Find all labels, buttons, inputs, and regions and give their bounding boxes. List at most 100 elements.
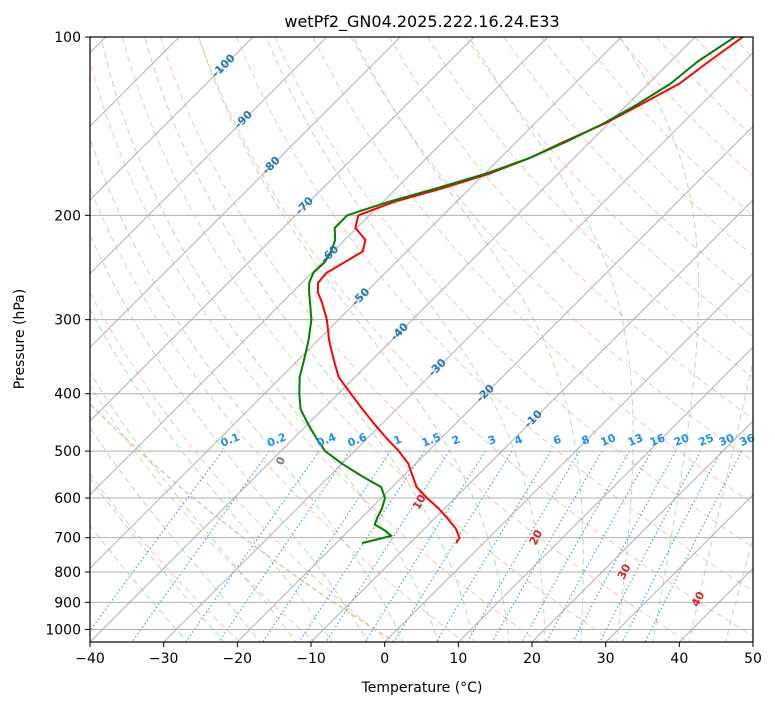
isotherm-line [678,567,753,642]
plot-frame [89,36,754,643]
moist-adiabat-label: 10 [410,492,429,512]
mixing-ratio-label: 10 [599,431,618,449]
isotherm-line [90,37,475,422]
dewpoint-profile-line [298,37,736,545]
mixing-ratio-label: 0.6 [346,430,369,449]
x-tick-label: 0 [380,651,389,667]
isotherm-line [752,641,753,642]
isotherm-line [90,37,402,349]
moist-adiabat-line [90,477,225,642]
isotherm-label: -10 [522,407,545,430]
mixing-ratio-label: 0.4 [315,430,338,449]
y-tick-label: 200 [54,208,81,224]
y-tick-label: 400 [54,387,81,403]
mixing-ratio-line [131,450,270,642]
axis-ticks: −40 −30 −20 −10 0 10 20 30 40 5010020030040050060… [45,30,762,667]
isotherm-line [531,420,753,642]
mixing-ratio-label: 3 [486,433,498,448]
y-tick-label: 700 [54,531,81,547]
mixing-ratio-line [599,450,701,642]
mixing-ratio-line [393,450,513,642]
mixing-ratio-line [262,450,392,642]
moist-adiabat-line [90,524,188,642]
mixing-ratio-label: 4 [513,433,525,448]
moist-adiabat-line [90,136,404,642]
mixing-ratio-line [364,450,486,642]
chart-title: wetPf2_GN04.2025.222.16.24.E33 [284,12,559,32]
dry-adiabat-line [90,59,540,642]
profile-lines [298,37,744,545]
mixing-ratio-line [621,450,722,642]
isotherm-line [90,37,254,201]
dry-adiabat-line [198,37,753,637]
mixing-ratio-label: 2 [450,433,462,448]
dry-adiabat-line [541,37,753,257]
y-tick-label: 300 [54,313,81,329]
mixing-ratio-label: 36 [738,431,757,449]
dry-adiabat-line [159,37,690,642]
mixing-ratio-line [466,450,580,642]
y-tick-label: 500 [54,444,81,460]
isotherm-line [90,37,549,496]
mixing-ratio-line [435,450,552,642]
moist-adiabat-line [468,37,634,642]
isotherm-line [162,51,753,642]
dry-adiabat-line [465,37,753,338]
dry-adiabat-line [274,37,753,548]
x-tick-label: 20 [523,651,541,667]
mixing-ratio-line [325,450,450,642]
moist-adiabat-line [725,536,753,642]
moist-adiabat-line [198,37,510,642]
x-tick-label: −40 [75,651,105,667]
isotherm-label: -100 [209,51,238,80]
mixing-ratio-label: 6 [551,433,563,448]
isotherm-line [236,125,753,642]
dry-adiabat-line [656,37,753,138]
mixing-ratio-line [572,450,677,642]
mixing-ratio-line [90,450,223,632]
dry-adiabat-line [121,37,615,642]
isotherm-line [90,37,181,128]
reference-line-labels: -100-90-80-70-60-50-40-30-20-10010203040… [209,51,757,609]
y-tick-label: 600 [54,491,81,507]
mixing-ratio-label: 13 [626,431,645,449]
dry-adiabat-line [388,37,753,420]
isotherm-line [90,37,328,275]
mixing-ratio-line [644,450,743,642]
mixing-ratio-label: 30 [717,431,736,449]
mixing-ratio-label: 25 [697,431,716,449]
isotherm-line [0,10,59,645]
moist-adiabat-line [90,233,369,642]
dry-adiabat-line [236,37,753,592]
dry-adiabat-line [90,384,316,642]
x-tick-label: −10 [296,651,326,667]
dry-adiabat-line [732,37,753,59]
mixing-ratio-label: 16 [648,431,667,449]
mixing-ratio-line [218,450,351,642]
x-tick-label: −20 [223,651,253,667]
reference-curve [90,402,397,642]
dry-adiabat-line [694,37,753,98]
dry-adiabat-line [771,37,775,644]
isotherm-line [90,37,623,570]
temperature-profile-line [316,37,744,544]
x-tick-label: −30 [149,651,179,667]
mixing-ratio-line [298,450,425,642]
dry-adiabat-line [426,37,753,378]
dry-adiabat-line [312,37,753,505]
mixing-ratio-label: 1 [392,433,404,448]
moist-adiabat-line [90,426,261,642]
isotherm-line [457,346,753,642]
background-grid [0,10,775,645]
dry-adiabat-line [90,291,391,642]
isotherm-label: -20 [474,381,497,404]
moist-adiabat-line [100,37,440,642]
isotherm-line [383,272,753,642]
isotherm-line [604,493,753,642]
moist-adiabat-line [353,37,584,642]
moist-adiabat-label: 20 [527,527,546,547]
moist-adiabat-label: 0 [273,454,288,467]
isotherm-label: -60 [318,242,341,265]
x-tick-label: 50 [744,651,762,667]
